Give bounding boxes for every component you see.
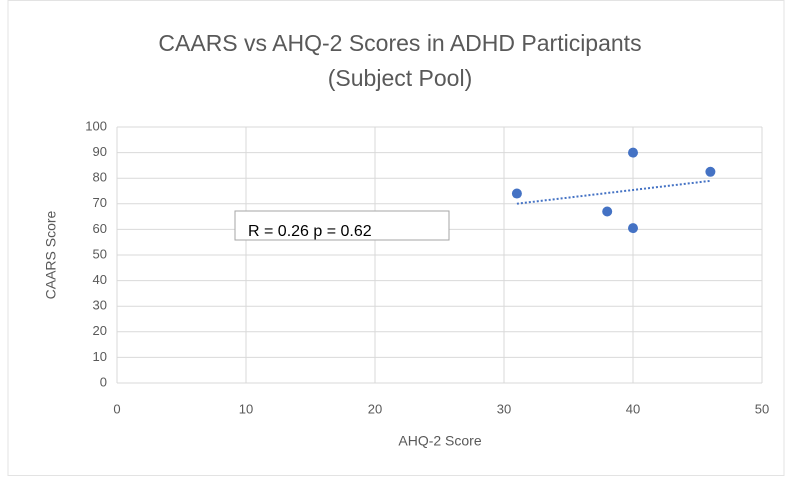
chart-frame [7,0,785,476]
scatter-point [602,206,613,217]
y-axis-label: CAARS Score [43,210,59,299]
trendline [516,179,711,205]
chart-title: (Subject Pool) [328,65,472,91]
scatter-point [628,223,638,234]
y-tick-label: 40 [93,272,107,287]
y-tick-label: 20 [93,323,107,338]
y-tick-label: 30 [93,298,107,313]
y-tick-label: 60 [93,221,107,236]
x-tick-label: 50 [755,401,769,416]
annotation-box [234,210,450,241]
y-tick-label: 80 [93,170,107,185]
scatter-point [705,166,716,177]
scatter-point [511,188,522,199]
scatter-point [628,147,638,158]
y-tick-label: 70 [93,195,107,210]
chart-title: CAARS vs AHQ-2 Scores in ADHD Participan… [158,30,641,56]
annotation: R = 0.26 p = 0.62 [248,223,372,240]
x-tick-label: 10 [239,401,253,416]
x-tick-label: 40 [626,401,640,416]
y-tick-label: 90 [93,144,107,159]
y-tick-label: 10 [93,349,107,364]
x-tick-label: 30 [497,401,511,416]
y-tick-label: 0 [100,374,107,389]
x-tick-label: 20 [368,401,382,416]
y-tick-label: 100 [85,118,107,133]
x-tick-label: 0 [113,401,120,416]
x-axis-label: AHQ-2 Score [398,433,481,449]
y-tick-label: 50 [93,246,107,261]
